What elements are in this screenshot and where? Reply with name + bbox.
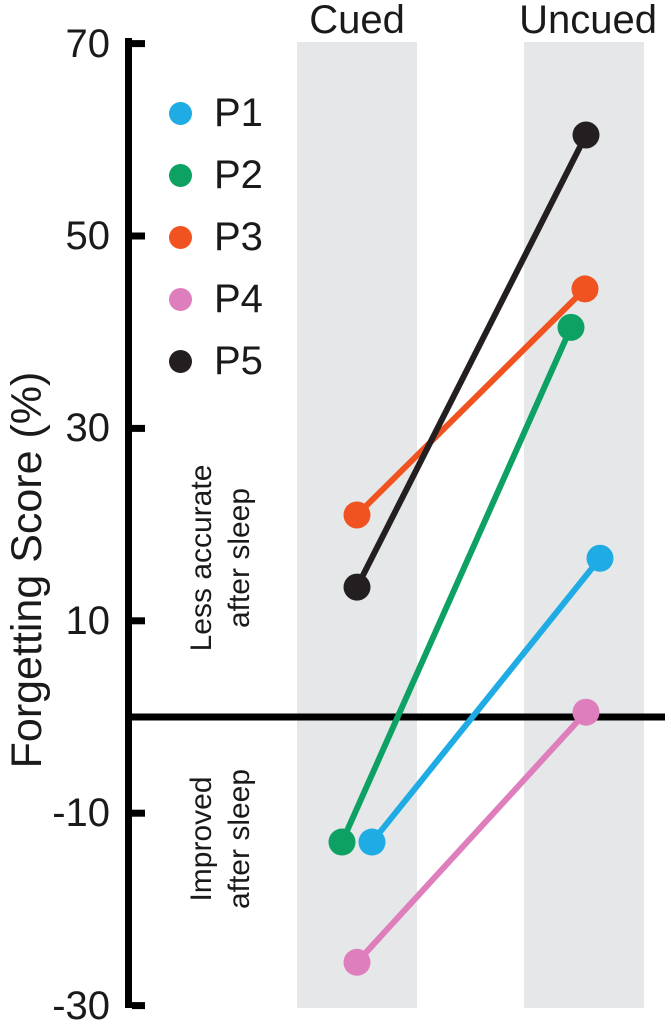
series-P3-point-cued [343, 501, 371, 529]
annotation-less-accurate-line1: Less accurate [185, 464, 218, 652]
series-P2-line [339, 326, 574, 844]
y-axis-title: Forgetting Score (%) [3, 371, 51, 769]
y-tick-label-50: 50 [65, 214, 111, 258]
y-axis-tick-30 [132, 424, 145, 432]
series-P4-point-cued [343, 948, 371, 976]
annotation-improved-line2: after sleep [223, 768, 256, 910]
legend-label-P1: P1 [214, 91, 263, 135]
annotation-less-accurate: Less accurate after sleep [183, 408, 259, 708]
legend-label-P5: P5 [214, 339, 263, 383]
header-uncued: Uncued [519, 0, 657, 42]
series-P1-point-cued [358, 828, 386, 856]
legend-entry-P5: P5 [169, 330, 263, 392]
series-P3-line [354, 286, 588, 518]
series-P5-point-uncued [572, 121, 600, 149]
legend-entry-P3: P3 [169, 206, 263, 268]
band-uncued [524, 42, 644, 1008]
y-axis-line [125, 38, 132, 1008]
y-axis-tick--10 [132, 809, 145, 817]
y-axis-tick-10 [132, 617, 145, 625]
y-tick-label-10: 10 [65, 598, 111, 643]
y-tick-label-70: 70 [65, 21, 111, 66]
header-cued: Cued [309, 0, 405, 42]
annotation-improved-line1: Improved [185, 776, 218, 902]
legend-label-P4: P4 [214, 277, 263, 321]
series-P3-point-uncued [571, 275, 599, 303]
legend-label-P3: P3 [214, 215, 263, 259]
legend-entry-P1: P1 [169, 82, 263, 144]
legend-entry-P2: P2 [169, 144, 263, 206]
series-P2-point-uncued [557, 313, 585, 341]
legend-label-P2: P2 [214, 153, 263, 197]
y-axis-tick-50 [132, 232, 145, 240]
legend-dot-P1 [169, 101, 192, 125]
series-P1-line [369, 556, 603, 844]
series-P5-point-cued [343, 573, 371, 601]
series-P1-point-uncued [586, 544, 614, 572]
annotation-less-accurate-line2: after sleep [223, 487, 256, 629]
series-P2-point-cued [328, 828, 356, 856]
legend-entry-P4: P4 [169, 268, 263, 330]
annotation-improved: Improved after sleep [183, 689, 259, 989]
legend: P1 P2 P3 P4 P5 [169, 82, 263, 392]
series-P4-line [354, 710, 589, 965]
legend-dot-P3 [169, 225, 192, 249]
legend-dot-P2 [169, 163, 192, 187]
y-tick-label--10: -10 [52, 791, 110, 836]
series-P4-point-uncued [572, 698, 600, 726]
y-axis-tick--30 [132, 1002, 145, 1010]
series-P5-line [354, 133, 589, 589]
y-tick-label-30: 30 [65, 406, 111, 451]
legend-dot-P4 [169, 287, 192, 311]
legend-dot-P5 [169, 349, 192, 373]
y-axis-tick-70 [132, 40, 145, 48]
y-tick-label--30: -30 [52, 983, 110, 1024]
